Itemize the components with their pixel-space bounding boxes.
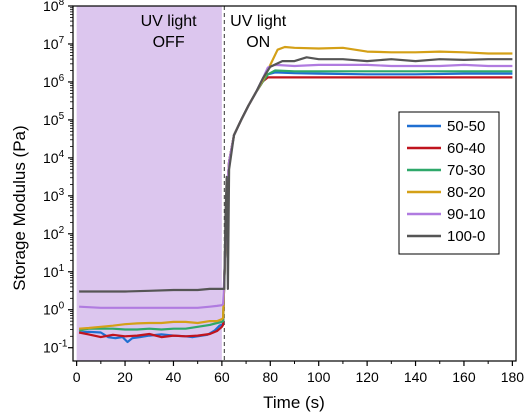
legend-label: 100-0 xyxy=(447,228,485,245)
y-tick-base: 10 xyxy=(43,112,59,128)
y-tick-exponent: 8 xyxy=(59,0,65,8)
y-tick-exponent: 7 xyxy=(59,35,65,46)
y-tick-label: 102 xyxy=(43,225,65,242)
y-tick-label: 100 xyxy=(43,301,65,318)
y-tick-label: 103 xyxy=(43,187,65,204)
y-tick-exponent: 4 xyxy=(59,149,65,160)
y-tick-label: 101 xyxy=(43,263,65,280)
x-tick-label: 180 xyxy=(501,369,525,385)
legend-box xyxy=(398,111,500,255)
y-tick-base: 10 xyxy=(43,302,59,318)
y-tick-base: 10 xyxy=(43,264,59,280)
x-tick-label: 140 xyxy=(404,369,428,385)
y-tick-base: 10 xyxy=(43,74,59,90)
series-line-100-0 xyxy=(79,56,513,293)
y-tick-base: 10 xyxy=(43,36,59,52)
y-axis-label: Storage Modulus (Pa) xyxy=(10,125,29,290)
y-tick-exponent: 6 xyxy=(59,73,65,84)
y-tick-base: 10 xyxy=(43,340,59,356)
legend-label: 80-20 xyxy=(447,184,485,201)
annotation-text: UV light xyxy=(230,13,287,30)
y-tick-base: 10 xyxy=(43,226,59,242)
annotation-text: UV light xyxy=(141,13,198,30)
legend-label: 60-40 xyxy=(447,140,485,157)
series-line-50-50 xyxy=(79,71,513,344)
y-tick-label: 107 xyxy=(43,35,65,52)
x-tick-label: 160 xyxy=(452,369,476,385)
y-tick-label: 105 xyxy=(43,111,65,128)
y-tick-label: 108 xyxy=(43,0,65,14)
x-tick-label: 80 xyxy=(263,369,279,385)
legend-label: 90-10 xyxy=(447,206,485,223)
x-tick-label: 100 xyxy=(307,369,331,385)
x-axis-label: Time (s) xyxy=(263,393,325,412)
y-tick-base: 10 xyxy=(43,0,59,14)
uv-off-region xyxy=(76,6,222,361)
legend-label: 50-50 xyxy=(447,118,485,135)
y-tick-base: 10 xyxy=(43,188,59,204)
y-tick-label: 10-1 xyxy=(43,339,68,356)
y-tick-label: 106 xyxy=(43,73,65,90)
x-tick-label: 60 xyxy=(214,369,230,385)
x-tick-label: 0 xyxy=(73,369,81,385)
x-tick-label: 20 xyxy=(117,369,133,385)
x-tick-label: 120 xyxy=(355,369,379,385)
y-tick-label: 104 xyxy=(43,149,65,166)
annotation-text: ON xyxy=(246,34,270,51)
x-tick-label: 40 xyxy=(166,369,182,385)
y-tick-exponent: 1 xyxy=(59,263,65,274)
y-tick-base: 10 xyxy=(43,150,59,166)
y-tick-exponent: 2 xyxy=(59,225,65,236)
y-tick-exponent: 3 xyxy=(59,187,65,198)
y-tick-exponent: -1 xyxy=(59,339,68,350)
y-tick-exponent: 0 xyxy=(59,301,65,312)
annotation-text: OFF xyxy=(153,34,185,51)
legend-label: 70-30 xyxy=(447,162,485,179)
y-tick-exponent: 5 xyxy=(59,111,65,122)
